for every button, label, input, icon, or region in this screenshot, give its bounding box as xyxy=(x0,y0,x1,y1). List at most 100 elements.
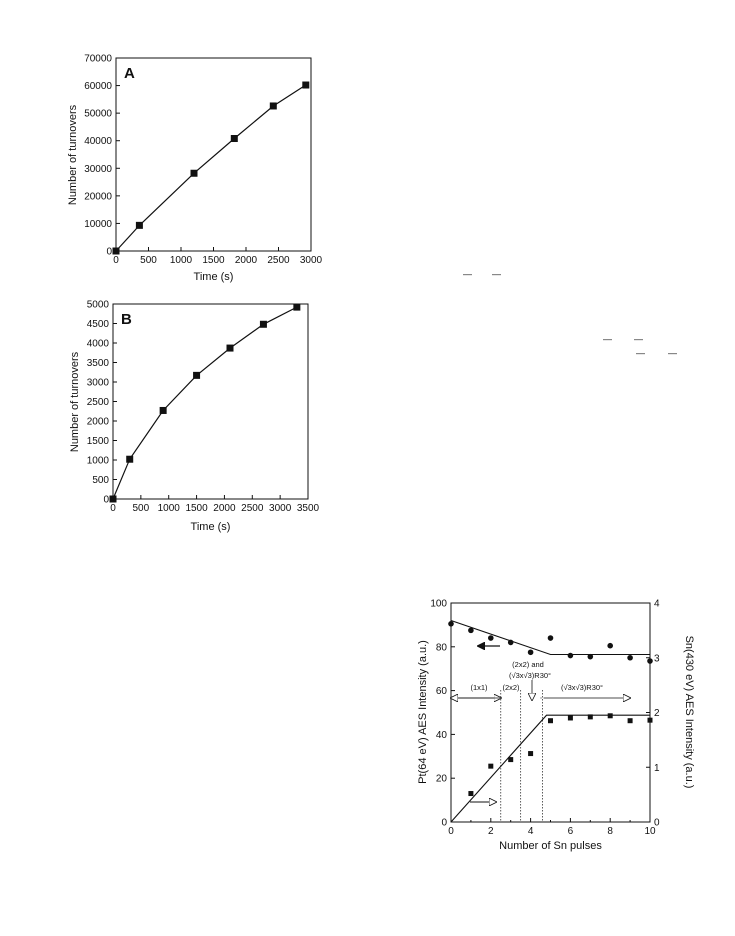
overline-mark: — xyxy=(603,334,612,344)
data-point-pt xyxy=(468,627,474,634)
x-tick-label: 2000 xyxy=(213,503,236,514)
y-tick-label: 1000 xyxy=(87,456,110,467)
annotation-r3: (√3x√3)R30° xyxy=(561,683,603,692)
overline-mark: — xyxy=(668,348,677,358)
data-point xyxy=(109,495,117,503)
chart-a: A Time (s) Number of turnovers 0 500 1000 1… xyxy=(67,54,323,284)
y-tick-label: 60000 xyxy=(84,81,112,92)
data-point xyxy=(190,169,198,177)
x-tick-label: 0 xyxy=(110,503,116,514)
x-tick-label: 3000 xyxy=(269,503,292,514)
data-point xyxy=(112,247,120,255)
x-tick-label: 2500 xyxy=(241,503,264,514)
data-point-pt xyxy=(647,658,653,664)
right-y-tick-label: 1 xyxy=(654,763,660,774)
annotation-mixed-line1: (2x2) and xyxy=(512,660,544,669)
x-tick-label: 500 xyxy=(140,255,157,266)
x-tick-label: 0 xyxy=(113,255,119,266)
y-tick-label: 50000 xyxy=(84,109,112,120)
x-tick-label: 2 xyxy=(488,826,494,837)
chart-c: Number of Sn pulses Pt(64 eV) AES Intens… xyxy=(417,599,695,853)
data-point-sn xyxy=(488,763,494,769)
data-point xyxy=(302,81,310,89)
y-tick-label: 3000 xyxy=(87,378,110,389)
overline-mark: — xyxy=(492,269,501,279)
data-point-pt xyxy=(488,635,494,641)
y-tick-label: 100 xyxy=(430,599,447,610)
y-tick-label: 0 xyxy=(103,495,109,506)
data-point xyxy=(230,135,238,143)
overline-mark: — xyxy=(634,334,643,344)
x-tick-label: 3500 xyxy=(297,503,320,514)
chart-b-plot-frame xyxy=(112,303,309,500)
right-y-tick-label: 0 xyxy=(654,818,660,829)
x-tick-label: 10 xyxy=(644,826,656,837)
y-tick-label: 30000 xyxy=(84,164,112,175)
x-tick-label: 1500 xyxy=(185,503,208,514)
x-tick-label: 1000 xyxy=(158,503,181,514)
x-tick-label: 6 xyxy=(568,826,574,837)
data-point-sn xyxy=(587,714,593,720)
chart-b-y-axis-label: Number of turnovers xyxy=(69,351,81,452)
y-tick-label: 2000 xyxy=(87,417,110,428)
chart-b: B Time (s) Number of turnovers 0 500 1000 1… xyxy=(69,300,320,534)
y-tick-label: 1500 xyxy=(87,436,110,447)
fit-line xyxy=(450,714,650,823)
data-point-pt xyxy=(567,652,574,659)
data-point-pt xyxy=(547,635,554,641)
annotation-1x1: (1x1) xyxy=(470,683,488,692)
y-tick-label: 500 xyxy=(92,475,109,486)
data-point-sn xyxy=(567,715,573,721)
x-tick-label: 2500 xyxy=(267,255,290,266)
x-tick-label: 1000 xyxy=(170,255,193,266)
x-tick-label: 1500 xyxy=(202,255,225,266)
y-tick-label: 5000 xyxy=(87,300,110,311)
chart-c-x-axis-label: Number of Sn pulses xyxy=(499,840,602,852)
series-line xyxy=(115,84,307,252)
y-tick-label: 0 xyxy=(106,247,112,258)
data-point xyxy=(293,303,301,311)
x-tick-label: 8 xyxy=(607,826,613,837)
chart-b-x-axis-label: Time (s) xyxy=(191,521,231,533)
series-line xyxy=(112,306,298,500)
data-point-sn xyxy=(627,718,633,724)
y-tick-label: 60 xyxy=(436,686,448,697)
chart-c-annotations: (1x1) (2x2) (2x2) and (√3x√3)R30° (√3x√3… xyxy=(470,660,603,692)
y-tick-label: 4500 xyxy=(87,319,110,330)
y-tick-label: 4000 xyxy=(87,339,110,350)
y-tick-label: 20 xyxy=(436,774,448,785)
y-tick-label: 40 xyxy=(436,730,448,741)
y-tick-label: 10000 xyxy=(84,219,112,230)
annotation-mixed-line2: (√3x√3)R30° xyxy=(509,671,551,680)
x-tick-label: 3000 xyxy=(300,255,323,266)
data-point-sn xyxy=(468,791,474,797)
data-point xyxy=(159,406,167,414)
y-tick-label: 2500 xyxy=(87,397,110,408)
fit-line xyxy=(450,619,650,656)
data-point-sn xyxy=(607,713,613,719)
data-point-pt xyxy=(587,653,594,660)
data-point-pt xyxy=(448,621,454,627)
data-point xyxy=(226,344,234,352)
data-point-pt xyxy=(627,654,633,661)
x-tick-label: 4 xyxy=(528,826,534,837)
x-tick-label: 500 xyxy=(133,503,150,514)
data-point xyxy=(126,455,134,463)
data-point-sn xyxy=(548,718,553,724)
x-tick-label: 2000 xyxy=(235,255,258,266)
y-tick-label: 80 xyxy=(436,642,448,653)
data-point xyxy=(135,221,143,229)
y-tick-label: 3500 xyxy=(87,358,110,369)
x-tick-label: 0 xyxy=(448,826,454,837)
right-y-tick-label: 3 xyxy=(654,653,660,664)
data-point-sn xyxy=(647,717,653,723)
data-point xyxy=(259,320,267,328)
data-point-pt xyxy=(527,649,534,656)
chart-b-panel-label: B xyxy=(121,311,132,328)
chart-a-y-axis-label: Number of turnovers xyxy=(67,104,79,205)
data-point-pt xyxy=(507,639,514,646)
data-point-sn xyxy=(528,751,534,757)
chart-c-right-y-axis-label: Sn(430 eV) AES Intensity (a.u.) xyxy=(683,636,695,789)
chart-a-panel-label: A xyxy=(124,65,135,82)
y-tick-label: 0 xyxy=(441,818,447,829)
